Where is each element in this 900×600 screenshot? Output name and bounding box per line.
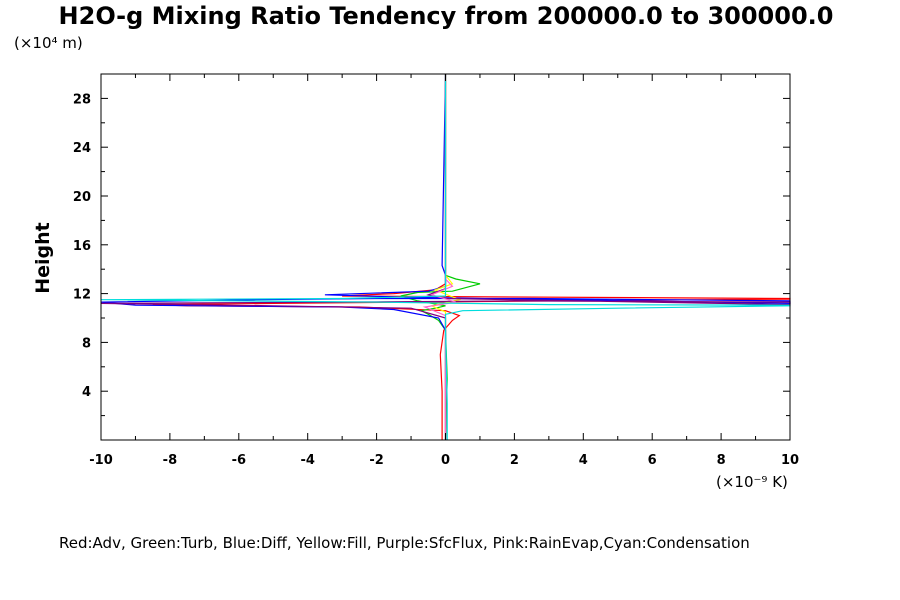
- series-line-fill: [429, 74, 462, 440]
- x-unit-label: (×10⁻⁹ K): [716, 473, 788, 491]
- x-tick-label: 2: [510, 453, 519, 468]
- y-axis-label: Height: [32, 222, 54, 294]
- x-tick-label: -6: [232, 453, 246, 468]
- y-tick-label: 20: [73, 190, 91, 205]
- legend-text: Red:Adv, Green:Turb, Blue:Diff, Yellow:F…: [59, 534, 750, 552]
- series-line-sfcflux: [100, 74, 791, 440]
- series-line-adv: [152, 74, 791, 440]
- x-tick-label: -4: [300, 453, 314, 468]
- series-line-turb: [400, 74, 481, 441]
- series-line-rainevap: [422, 74, 456, 440]
- x-tick-label: -8: [163, 453, 177, 468]
- y-tick-label: 4: [82, 385, 91, 400]
- x-tick-label: 4: [579, 453, 588, 468]
- x-tick-label: -10: [89, 453, 113, 468]
- x-tick-label: 8: [717, 453, 726, 468]
- x-tick-label: 6: [648, 453, 657, 468]
- y-unit-label: (×10⁴ m): [14, 34, 83, 52]
- y-tick-label: 8: [82, 336, 91, 351]
- chart-title: H2O-g Mixing Ratio Tendency from 200000.…: [59, 2, 834, 30]
- y-tick-label: 28: [73, 92, 91, 107]
- series-layer: [100, 73, 791, 441]
- y-tick-label: 24: [73, 141, 91, 156]
- x-tick-label: 0: [441, 453, 450, 468]
- x-tick-label: -2: [369, 453, 383, 468]
- y-tick-label: 12: [73, 288, 91, 303]
- y-tick-label: 16: [73, 239, 91, 254]
- x-tick-label: 10: [781, 453, 799, 468]
